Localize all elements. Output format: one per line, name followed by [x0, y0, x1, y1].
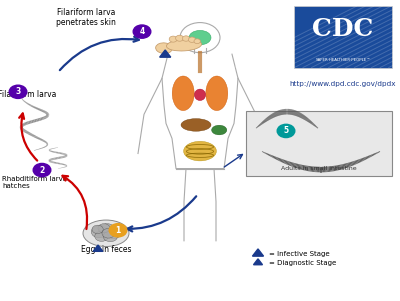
- Text: = Infective Stage: = Infective Stage: [269, 251, 330, 257]
- Circle shape: [277, 124, 295, 138]
- Text: Filariform larva
penetrates skin: Filariform larva penetrates skin: [56, 8, 116, 27]
- FancyArrowPatch shape: [60, 37, 139, 70]
- FancyBboxPatch shape: [246, 111, 392, 176]
- Ellipse shape: [206, 76, 228, 110]
- Circle shape: [91, 226, 107, 238]
- Text: 1: 1: [115, 226, 121, 235]
- FancyArrowPatch shape: [224, 154, 242, 167]
- Ellipse shape: [156, 43, 172, 54]
- Circle shape: [110, 225, 121, 234]
- Circle shape: [95, 231, 108, 241]
- Circle shape: [103, 231, 118, 242]
- Circle shape: [92, 225, 103, 234]
- Text: 4: 4: [139, 27, 145, 36]
- Ellipse shape: [194, 89, 206, 101]
- Text: Eggs in feces: Eggs in feces: [81, 245, 131, 254]
- Circle shape: [133, 25, 151, 38]
- Ellipse shape: [172, 76, 194, 110]
- Text: 5: 5: [284, 126, 288, 135]
- FancyArrowPatch shape: [127, 196, 196, 231]
- Text: Adults in small intestine: Adults in small intestine: [281, 166, 357, 171]
- Circle shape: [9, 85, 27, 98]
- Circle shape: [194, 39, 200, 44]
- Ellipse shape: [184, 141, 216, 161]
- FancyArrowPatch shape: [19, 113, 37, 161]
- Circle shape: [102, 228, 115, 238]
- Text: 3: 3: [15, 87, 21, 96]
- Ellipse shape: [181, 119, 211, 131]
- Ellipse shape: [166, 39, 202, 51]
- Text: = Diagnostic Stage: = Diagnostic Stage: [269, 260, 336, 266]
- Ellipse shape: [212, 125, 227, 135]
- Circle shape: [169, 36, 177, 42]
- Ellipse shape: [189, 30, 211, 45]
- Circle shape: [188, 37, 196, 42]
- Text: Rhabditiform larva
hatches: Rhabditiform larva hatches: [2, 176, 67, 189]
- Text: Filariform larva: Filariform larva: [0, 90, 56, 99]
- Circle shape: [100, 224, 115, 235]
- Text: SAFER·HEALTHIER·PEOPLE™: SAFER·HEALTHIER·PEOPLE™: [316, 58, 370, 62]
- FancyArrowPatch shape: [62, 176, 87, 229]
- Circle shape: [176, 35, 184, 41]
- Circle shape: [33, 163, 51, 177]
- Text: http://www.dpd.cdc.gov/dpdx: http://www.dpd.cdc.gov/dpdx: [290, 81, 396, 87]
- Text: 2: 2: [39, 166, 45, 175]
- Ellipse shape: [83, 220, 129, 247]
- Circle shape: [182, 36, 190, 41]
- Circle shape: [98, 224, 110, 233]
- Text: CDC: CDC: [312, 17, 374, 42]
- Circle shape: [109, 224, 127, 237]
- Circle shape: [106, 228, 121, 239]
- FancyBboxPatch shape: [294, 6, 392, 68]
